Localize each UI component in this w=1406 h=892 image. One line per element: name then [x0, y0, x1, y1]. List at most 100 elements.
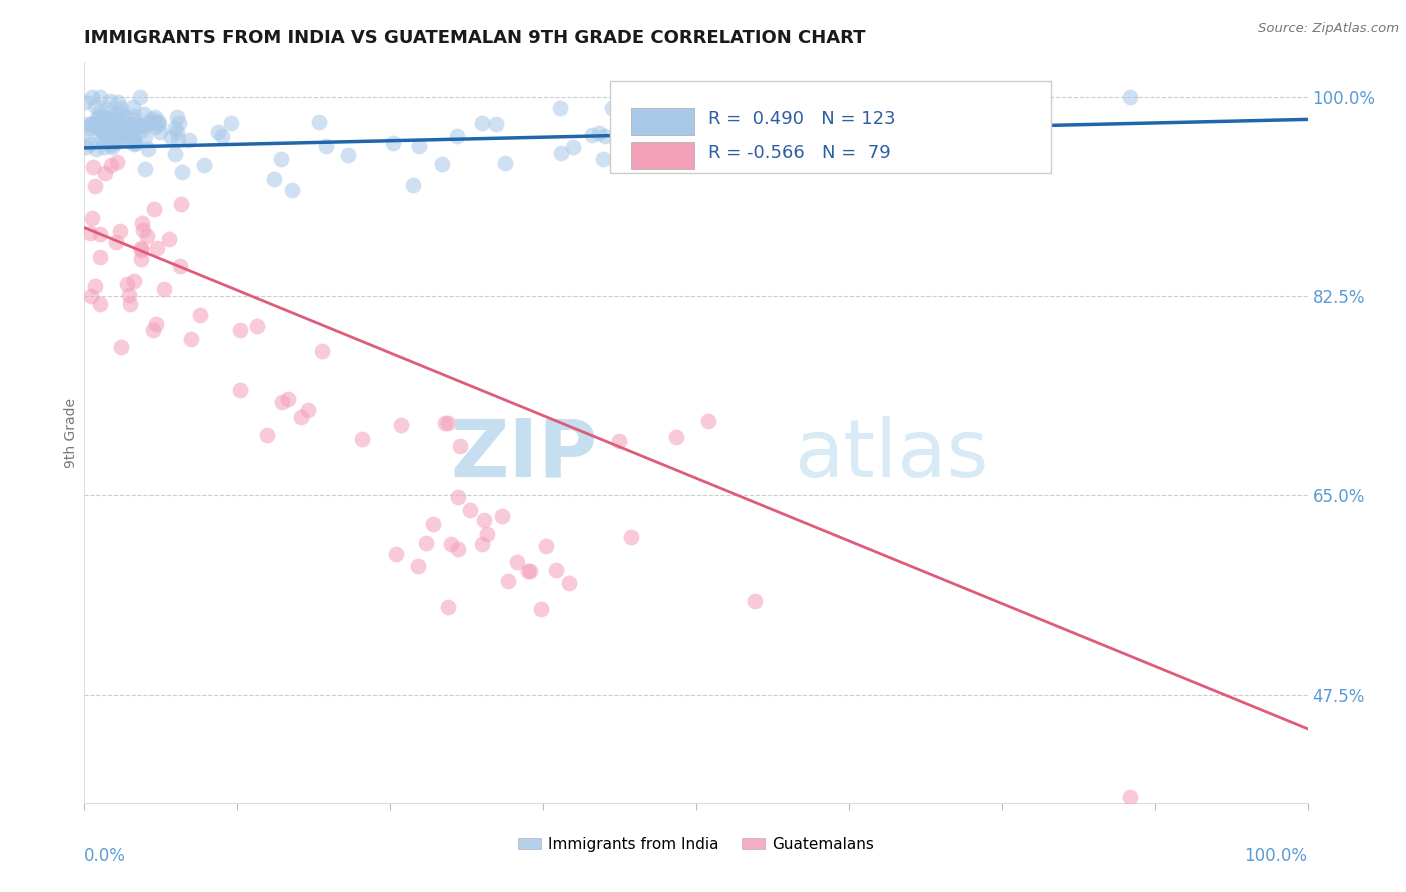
- Point: [117, 288, 139, 302]
- Point: [433, 416, 456, 430]
- Point: [122, 113, 145, 128]
- Point: [79, 137, 101, 152]
- Text: R =  0.490   N = 123: R = 0.490 N = 123: [709, 110, 896, 128]
- Point: [159, 130, 181, 145]
- Point: [607, 123, 630, 137]
- Point: [148, 117, 170, 131]
- Point: [211, 129, 233, 144]
- Legend: Immigrants from India, Guatemalans: Immigrants from India, Guatemalans: [512, 830, 880, 858]
- Point: [122, 131, 145, 145]
- Point: [114, 116, 136, 130]
- Point: [132, 223, 155, 237]
- Point: [229, 383, 252, 397]
- Point: [117, 127, 139, 141]
- Point: [93, 139, 115, 153]
- Point: [101, 120, 124, 135]
- Point: [550, 146, 572, 161]
- Point: [98, 95, 121, 109]
- Point: [352, 433, 374, 447]
- FancyBboxPatch shape: [631, 108, 693, 135]
- Point: [665, 429, 688, 443]
- Point: [581, 128, 603, 142]
- Point: [83, 99, 105, 113]
- Point: [146, 116, 169, 130]
- Point: [281, 183, 304, 197]
- Point: [118, 125, 141, 139]
- Point: [134, 130, 156, 145]
- Point: [129, 119, 152, 133]
- Point: [193, 157, 215, 171]
- Point: [101, 132, 124, 146]
- Point: [117, 120, 139, 134]
- Point: [84, 142, 107, 156]
- Point: [93, 126, 115, 140]
- Point: [544, 563, 567, 577]
- Text: atlas: atlas: [794, 416, 988, 494]
- Point: [484, 117, 506, 131]
- Point: [76, 139, 98, 153]
- Text: ZIP: ZIP: [451, 416, 598, 494]
- Point: [141, 114, 163, 128]
- Point: [491, 508, 513, 523]
- Point: [447, 491, 470, 505]
- Point: [446, 129, 468, 144]
- Point: [108, 104, 131, 119]
- Point: [100, 122, 122, 136]
- Point: [1119, 790, 1142, 805]
- Point: [136, 142, 159, 156]
- Point: [100, 158, 122, 172]
- Point: [110, 101, 132, 115]
- Point: [84, 179, 107, 194]
- Y-axis label: 9th Grade: 9th Grade: [65, 398, 79, 467]
- Point: [600, 101, 623, 115]
- Point: [1119, 89, 1142, 103]
- Point: [408, 139, 430, 153]
- Point: [80, 289, 103, 303]
- Point: [128, 89, 150, 103]
- Point: [167, 116, 190, 130]
- Point: [128, 119, 150, 133]
- Point: [593, 129, 616, 144]
- Point: [207, 125, 229, 139]
- Point: [620, 530, 643, 544]
- Point: [124, 136, 146, 151]
- Point: [104, 235, 127, 249]
- Point: [169, 196, 191, 211]
- Text: 100.0%: 100.0%: [1244, 847, 1308, 865]
- Point: [89, 121, 111, 136]
- Point: [122, 117, 145, 131]
- Point: [588, 126, 610, 140]
- Point: [101, 126, 124, 140]
- Point: [382, 136, 405, 150]
- Point: [77, 129, 100, 144]
- Point: [609, 434, 631, 448]
- Point: [112, 120, 135, 134]
- Point: [90, 124, 112, 138]
- Point: [439, 536, 461, 550]
- Point: [297, 402, 319, 417]
- Point: [82, 160, 104, 174]
- Point: [129, 241, 152, 255]
- Point: [471, 116, 494, 130]
- Point: [138, 117, 160, 131]
- Point: [337, 148, 360, 162]
- Point: [270, 394, 292, 409]
- Point: [143, 110, 166, 124]
- Point: [79, 120, 101, 135]
- Point: [536, 540, 558, 554]
- Point: [562, 140, 585, 154]
- Point: [134, 162, 156, 177]
- Point: [169, 260, 191, 274]
- Point: [146, 114, 169, 128]
- Point: [86, 119, 108, 133]
- Point: [107, 95, 129, 109]
- Point: [87, 110, 110, 124]
- Point: [82, 90, 104, 104]
- Point: [124, 136, 146, 151]
- Point: [188, 308, 211, 322]
- Point: [166, 125, 188, 139]
- Point: [143, 120, 166, 135]
- Point: [180, 332, 202, 346]
- Point: [139, 116, 162, 130]
- Point: [145, 241, 167, 255]
